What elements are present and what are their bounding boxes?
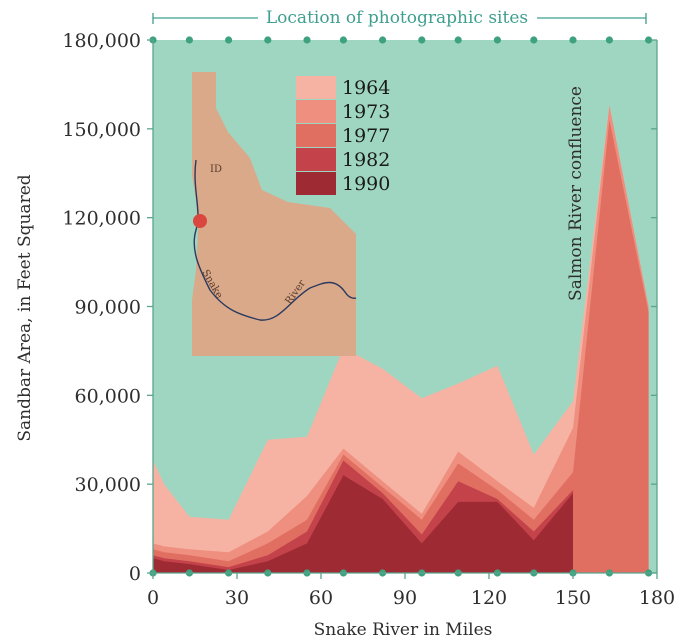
site-marker-dot: [379, 36, 386, 43]
legend-label-1964: 1964: [342, 77, 390, 99]
x-tick-label: 150: [555, 587, 591, 609]
y-tick-label: 180,000: [62, 30, 141, 52]
site-marker-dot: [340, 36, 347, 43]
y-axis-title: Sandbar Area, in Feet Squared: [15, 174, 35, 441]
legend-swatch-1990: [296, 172, 336, 195]
x-tick-label: 0: [147, 587, 159, 609]
map-state-label: ID: [210, 164, 222, 175]
photo-sites-label: Location of photographic sites: [266, 8, 528, 28]
legend-label-1977: 1977: [342, 125, 390, 147]
legend-label-1990: 1990: [342, 173, 390, 195]
legend-label-1982: 1982: [342, 149, 390, 171]
legend-label-1973: 1973: [342, 101, 390, 123]
y-tick-label: 90,000: [75, 297, 141, 319]
x-tick-label: 120: [471, 587, 507, 609]
site-marker-dot: [225, 36, 232, 43]
legend-swatch-1977: [296, 124, 336, 147]
site-marker-dot: [264, 36, 271, 43]
site-marker-dot: [494, 36, 501, 43]
x-tick-label: 60: [309, 587, 333, 609]
legend-swatch-1964: [296, 76, 336, 99]
y-tick-label: 120,000: [62, 208, 141, 230]
legend-swatch-1982: [296, 148, 336, 171]
x-axis-title: Snake River in Miles: [314, 620, 493, 640]
site-marker-dot: [606, 36, 613, 43]
x-tick-label: 90: [393, 587, 417, 609]
site-marker-dot: [303, 36, 310, 43]
y-tick-label: 150,000: [62, 119, 141, 141]
site-marker-dot: [569, 36, 576, 43]
location-marker: [193, 214, 207, 228]
site-marker-dot: [455, 36, 462, 43]
site-marker-dot: [530, 36, 537, 43]
legend-swatch-1973: [296, 100, 336, 123]
y-tick-label: 30,000: [75, 474, 141, 496]
site-marker-dot: [186, 36, 193, 43]
x-tick-label: 180: [639, 587, 675, 609]
y-tick-label: 0: [129, 563, 141, 585]
salmon-river-annotation: Salmon River confluence: [566, 86, 586, 301]
site-marker-dot: [418, 36, 425, 43]
x-tick-label: 30: [225, 587, 249, 609]
y-tick-label: 60,000: [75, 385, 141, 407]
